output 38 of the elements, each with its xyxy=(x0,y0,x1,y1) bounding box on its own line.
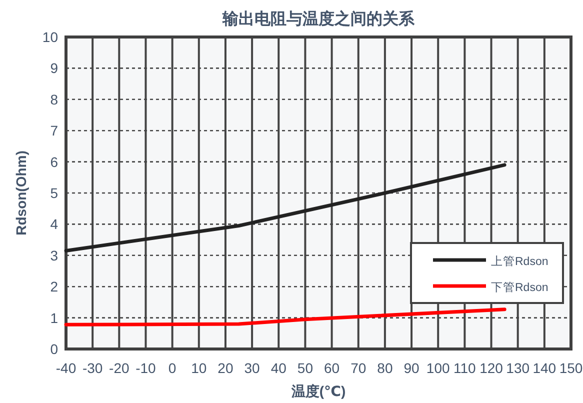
line-series xyxy=(64,308,506,326)
x-tick-label: 10 xyxy=(191,360,207,376)
x-tick-label: 20 xyxy=(218,360,234,376)
x-tick-label: -30 xyxy=(82,360,103,376)
line-series xyxy=(64,163,506,252)
y-axis-title: Rdson(Ohm) xyxy=(13,150,29,236)
x-tick-label: 0 xyxy=(168,360,176,376)
x-tick-label: 30 xyxy=(244,360,260,376)
y-tick-label: 10 xyxy=(42,29,58,45)
legend-label: 上管Rdson xyxy=(491,255,548,268)
x-tick-label: -40 xyxy=(56,360,76,376)
x-tick-label: -10 xyxy=(136,360,156,376)
y-tick-label: 0 xyxy=(50,341,58,357)
y-tick-label: 2 xyxy=(50,278,58,295)
legend-label: 下管Rdson xyxy=(491,281,548,294)
chart-title: 输出电阻与温度之间的关系 xyxy=(222,9,416,28)
y-tick-label: 7 xyxy=(50,122,58,139)
y-tick-label: 1 xyxy=(50,310,58,326)
x-tick-label: 130 xyxy=(506,360,530,376)
y-tick-label: 4 xyxy=(50,216,58,232)
y-tick-label: 8 xyxy=(50,91,58,108)
x-tick-label: -20 xyxy=(109,360,130,376)
x-tick-label: 150 xyxy=(559,360,583,376)
x-tick-label: 80 xyxy=(377,360,393,376)
y-tick-label: 9 xyxy=(50,60,58,76)
x-tick-label: 70 xyxy=(350,360,366,376)
x-tick-label: 140 xyxy=(532,360,556,376)
x-tick-label: 50 xyxy=(297,360,314,376)
x-tick-label: 120 xyxy=(480,360,504,376)
y-tick-label: 6 xyxy=(50,154,58,170)
x-axis-title: 温度(℃) xyxy=(290,383,346,399)
x-tick-label: 40 xyxy=(270,360,287,376)
x-tick-label: 100 xyxy=(426,360,450,376)
y-tick-label: 5 xyxy=(50,185,58,201)
x-tick-label: 60 xyxy=(324,360,340,376)
x-tick-label: 110 xyxy=(454,360,476,376)
x-tick-label: 90 xyxy=(404,360,420,376)
y-tick-label: 3 xyxy=(50,247,58,264)
